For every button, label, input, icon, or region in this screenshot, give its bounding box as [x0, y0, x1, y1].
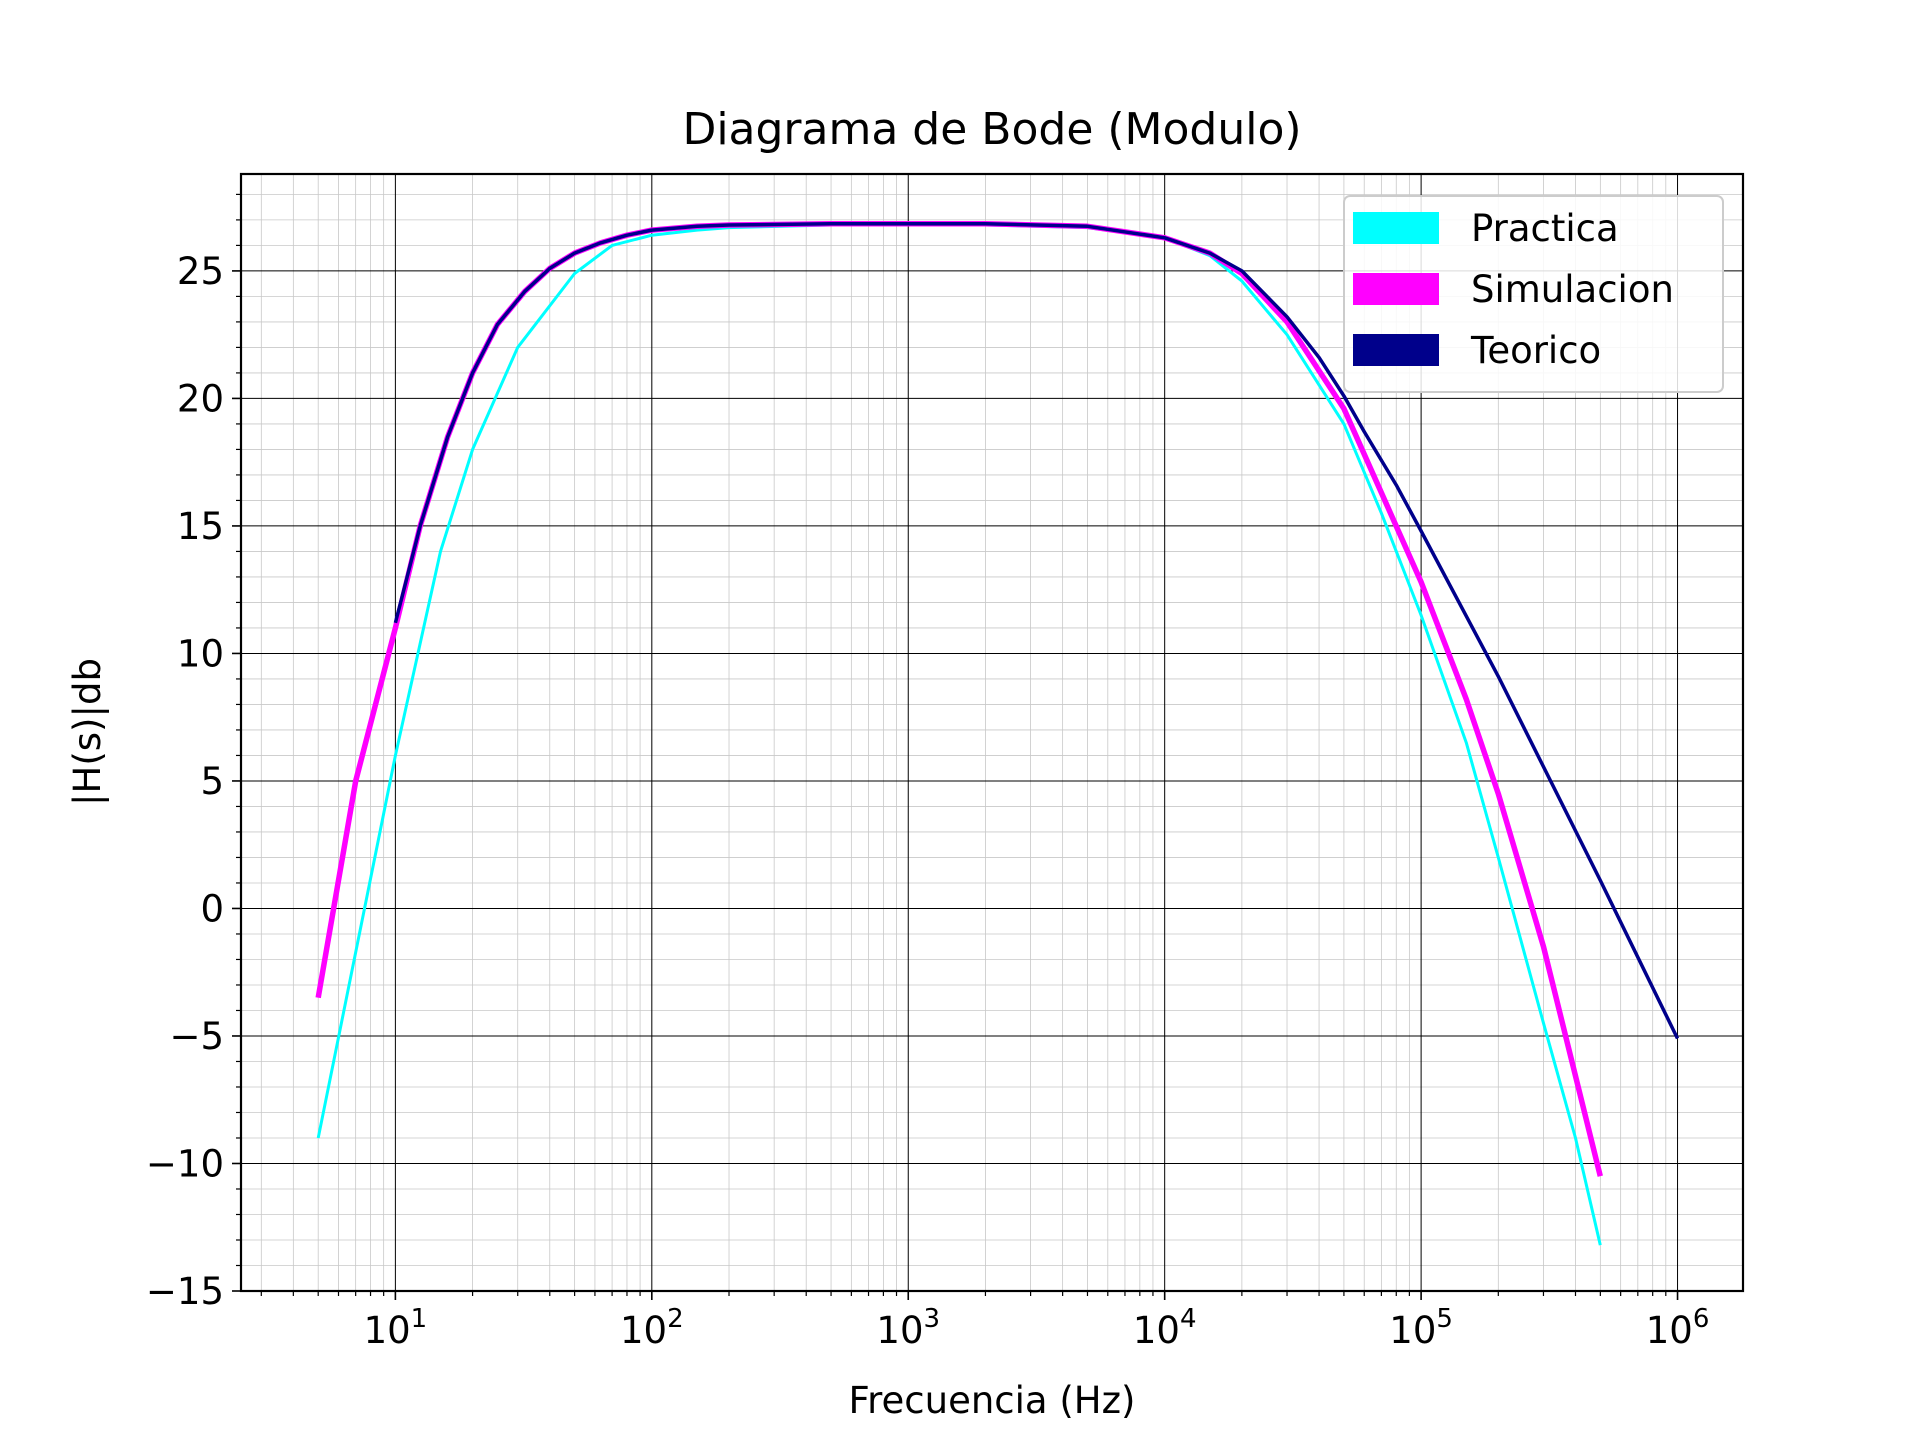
legend-label: Practica [1471, 207, 1619, 250]
y-axis-ticks: 25 20 15 10 5 0 −5 −10 −15 [146, 193, 241, 1313]
series-line-teorico [393, 221, 1680, 1040]
x-tick-base: 10 [1389, 1309, 1436, 1352]
y-tick-label: 0 [200, 887, 224, 930]
y-tick-label: 10 [177, 632, 224, 675]
y-tick-label: 20 [177, 377, 224, 420]
y-tick-label: 25 [177, 250, 224, 293]
x-tick-exponent: 3 [924, 1304, 941, 1334]
x-tick-base: 10 [1133, 1309, 1180, 1352]
x-tick-exponent: 4 [1180, 1304, 1197, 1334]
x-tick-label: 105 [1389, 1304, 1453, 1352]
x-tick-base: 10 [364, 1309, 411, 1352]
y-tick-label: −15 [146, 1270, 224, 1313]
legend-swatch-simulacion [1353, 273, 1439, 305]
x-tick-label: 102 [620, 1304, 684, 1352]
x-tick-exponent: 5 [1436, 1304, 1453, 1334]
y-tick-label: −10 [146, 1142, 224, 1185]
x-tick-base: 10 [1646, 1309, 1693, 1352]
x-tick-base: 10 [620, 1309, 667, 1352]
y-tick-label: −5 [169, 1015, 224, 1058]
legend-swatch-practica [1353, 212, 1439, 244]
x-axis-label: Frecuencia (Hz) [849, 1379, 1136, 1422]
x-tick-label: 104 [1133, 1304, 1197, 1352]
y-tick-label: 5 [200, 760, 224, 803]
plot-frame [239, 172, 1745, 1293]
y-axis-label: |H(s)|db [66, 658, 109, 806]
y-tick-label: 15 [177, 505, 224, 548]
x-tick-label: 106 [1646, 1304, 1710, 1352]
legend-label: Simulacion [1471, 268, 1674, 311]
legend-label: Teorico [1470, 329, 1601, 372]
legend: Practica Simulacion Teorico [1343, 195, 1724, 393]
x-tick-exponent: 2 [667, 1304, 684, 1334]
x-tick-base: 10 [876, 1309, 923, 1352]
x-tick-label: 103 [876, 1304, 940, 1352]
series-layer [315, 220, 1680, 1246]
x-tick-label: 101 [364, 1304, 428, 1352]
x-tick-exponent: 6 [1693, 1304, 1710, 1334]
minor-grid [241, 174, 1743, 1291]
legend-swatch-teorico [1353, 334, 1439, 366]
chart-title: Diagrama de Bode (Modulo) [682, 104, 1301, 155]
x-axis-ticks: 101 102 103 104 105 106 [260, 1291, 1710, 1352]
x-tick-exponent: 1 [411, 1304, 428, 1334]
